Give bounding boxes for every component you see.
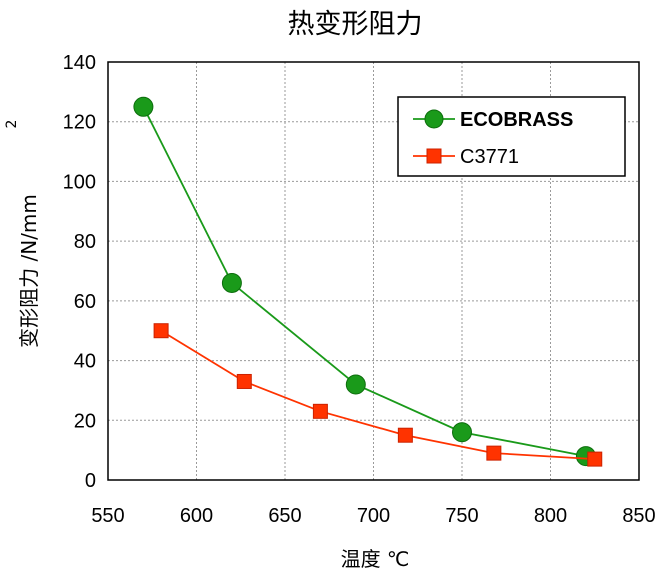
y-axis-label-superscript: 2 <box>4 120 20 129</box>
x-tick-label: 850 <box>622 505 655 527</box>
data-point <box>486 445 502 461</box>
series-c3771 <box>153 323 603 467</box>
legend-item: ECOBRASS <box>413 109 573 131</box>
y-tick-label: 0 <box>85 470 96 492</box>
y-axis-ticks: 0 20 40 60 80 100 120 140 <box>63 52 96 492</box>
legend-item: C3771 <box>413 146 519 168</box>
legend-marker-square <box>426 148 442 164</box>
legend-label: ECOBRASS <box>460 109 573 131</box>
series-layer <box>133 96 603 467</box>
data-point <box>452 422 472 443</box>
y-tick-label: 120 <box>63 112 96 134</box>
x-tick-label: 750 <box>445 505 478 527</box>
data-point <box>587 451 603 467</box>
y-tick-label: 40 <box>74 351 96 373</box>
x-tick-label: 550 <box>91 505 124 527</box>
chart-title: 热变形阻力 <box>288 9 423 40</box>
legend-label: C3771 <box>460 146 519 168</box>
data-point <box>153 323 169 339</box>
y-tick-label: 80 <box>74 231 96 253</box>
series-ecobrass <box>133 96 596 467</box>
x-tick-label: 650 <box>268 505 301 527</box>
y-axis-label: 变形阻力 /N/mm <box>17 194 41 348</box>
data-point <box>221 272 242 293</box>
legend: ECOBRASS C3771 <box>397 96 626 177</box>
x-tick-label: 600 <box>180 505 213 527</box>
data-point <box>397 427 413 443</box>
legend-marker-circle <box>424 109 444 129</box>
y-tick-label: 60 <box>74 291 96 313</box>
data-point <box>236 373 252 389</box>
x-axis-ticks: 550 600 650 700 750 800 850 <box>91 505 655 527</box>
data-point <box>312 403 328 419</box>
data-point <box>345 374 366 395</box>
y-axis-label-group: 变形阻力 /N/mm 2 <box>4 120 41 348</box>
y-tick-label: 20 <box>74 410 96 432</box>
data-point <box>133 96 154 117</box>
plot-area-frame <box>107 61 640 481</box>
y-tick-label: 100 <box>63 171 96 193</box>
x-tick-label: 800 <box>534 505 567 527</box>
series-line <box>160 329 595 460</box>
y-tick-label: 140 <box>63 52 96 74</box>
x-tick-label: 700 <box>357 505 390 527</box>
x-axis-label: 温度 ℃ <box>341 547 410 571</box>
grid <box>108 62 639 480</box>
